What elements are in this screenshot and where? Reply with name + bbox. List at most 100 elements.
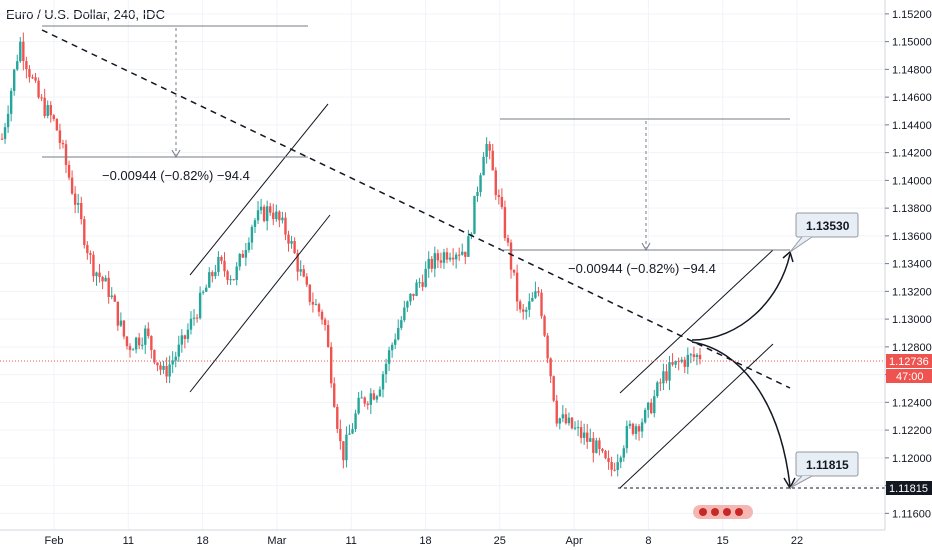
channel-2-upper[interactable] xyxy=(619,249,774,394)
candle-body xyxy=(134,337,138,350)
candle-body xyxy=(448,257,452,260)
candle-body xyxy=(573,427,577,429)
candle-body xyxy=(616,462,619,470)
candle-body xyxy=(55,118,59,131)
candle-body xyxy=(214,272,217,277)
candle-body xyxy=(22,41,25,62)
candle-body xyxy=(640,422,644,432)
candle-body xyxy=(147,328,150,337)
candle-body xyxy=(128,346,132,350)
candles xyxy=(0,32,702,477)
callout-target-down-label: 1.11815 xyxy=(806,458,849,472)
candle-body xyxy=(363,397,366,404)
candle-body xyxy=(25,61,28,70)
candle-body xyxy=(174,356,177,361)
candle-body xyxy=(534,291,537,298)
candle-body xyxy=(692,354,696,357)
candle-body xyxy=(308,284,312,302)
callout-target-up-label: 1.13530 xyxy=(806,219,850,233)
candle-body xyxy=(378,389,382,397)
time-tick-label: 15 xyxy=(717,535,729,547)
price-tick-label: 1.13800 xyxy=(892,203,932,215)
candle-body xyxy=(351,429,354,434)
candle-body xyxy=(131,349,135,351)
candle-body xyxy=(265,206,269,222)
countdown-text: 47:00 xyxy=(896,371,924,383)
candle-body xyxy=(494,170,497,196)
candle-body xyxy=(284,217,287,235)
candle-body xyxy=(393,339,397,345)
callout-target-up[interactable]: 1.13530 xyxy=(789,212,859,253)
callout-target-down[interactable]: 1.11815 xyxy=(789,451,859,489)
candle-body xyxy=(141,344,144,346)
candle-body xyxy=(98,272,101,277)
candle-body xyxy=(607,458,610,462)
candle-body xyxy=(360,397,363,399)
candle-body xyxy=(482,156,485,176)
candle-body xyxy=(412,293,415,296)
candle-body xyxy=(485,144,488,157)
candle-body xyxy=(555,400,558,424)
candle-body xyxy=(89,253,92,255)
candle-body xyxy=(409,293,412,302)
price-axis[interactable]: 1.15200 1.15000 1.14800 1.14600 1.14400 1.142… xyxy=(884,0,932,530)
candle-body xyxy=(43,97,46,116)
candle-body xyxy=(512,269,516,273)
candle-body xyxy=(400,320,403,328)
current-price-text: 1.12736 xyxy=(889,356,929,368)
candle-body xyxy=(421,282,424,287)
candle-body xyxy=(125,336,129,347)
candle-body xyxy=(275,211,278,220)
trend-line[interactable] xyxy=(41,29,791,389)
candle-body xyxy=(467,236,470,257)
measure-1-arrowhead xyxy=(171,149,181,159)
candle-body xyxy=(415,282,418,296)
candle-body xyxy=(397,327,400,340)
candle-body xyxy=(695,354,699,357)
candle-body xyxy=(58,130,62,143)
measure-2-label: −0.00944 (−0.82%) −94.4 xyxy=(568,261,716,276)
candle-body xyxy=(595,440,598,453)
candle-body xyxy=(430,258,433,269)
channel-1-lower[interactable] xyxy=(189,214,331,393)
drawings[interactable] xyxy=(0,25,885,490)
candle-body xyxy=(509,242,513,270)
candle-body xyxy=(506,238,510,243)
time-axis[interactable]: Feb 11 18 Mar 11 18 25 Apr 8 15 22 xyxy=(0,529,885,547)
candle-body xyxy=(46,105,49,116)
candle-body xyxy=(67,164,71,178)
candle-body xyxy=(698,354,702,360)
candle-body xyxy=(189,318,193,330)
candle-body xyxy=(540,292,543,317)
candle-body xyxy=(201,291,205,293)
candle-body xyxy=(683,359,686,367)
candle-body xyxy=(567,417,571,424)
candle-body xyxy=(326,325,330,347)
candle-body xyxy=(646,402,650,410)
candle-body xyxy=(454,254,458,260)
candle-body xyxy=(156,362,159,366)
candle-body xyxy=(61,142,65,145)
price-tick-label: 1.15200 xyxy=(892,9,932,21)
candle-body xyxy=(442,252,446,263)
channel-2-lower[interactable] xyxy=(619,343,774,489)
candle-body xyxy=(80,203,83,220)
candle-body xyxy=(390,344,394,351)
price-tick-label: 1.14600 xyxy=(892,92,932,104)
candle-body xyxy=(461,251,464,255)
candle-body xyxy=(278,211,281,221)
candle-body xyxy=(269,206,272,213)
price-tick-label: 1.11600 xyxy=(892,508,931,520)
price-tick-label: 1.13000 xyxy=(892,314,932,326)
channel-1-upper[interactable] xyxy=(189,103,329,276)
candle-body xyxy=(619,457,622,463)
candle-body xyxy=(296,253,299,272)
candle-body xyxy=(113,295,116,302)
candle-body xyxy=(339,428,342,442)
event-markers-icon[interactable] xyxy=(693,505,753,519)
candle-body xyxy=(281,217,284,221)
candle-body xyxy=(598,440,601,449)
candle-body xyxy=(549,358,552,377)
candle-body xyxy=(668,362,671,381)
